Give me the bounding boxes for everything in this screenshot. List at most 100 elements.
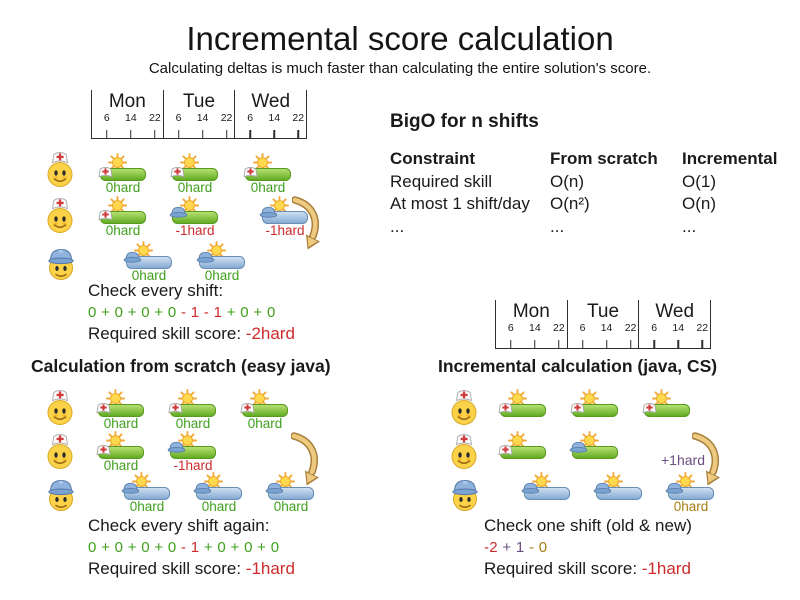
score-expression: 0 + 0 + 0 + 0 - 1 + 0 + 0 + 0 [88,539,368,556]
tick-mark [177,130,180,138]
hour-tick-label: 14 [600,322,613,334]
nurse-cap-icon [242,165,259,183]
shift-icon [498,431,550,474]
sun-icon [106,431,125,455]
shift-bar [126,256,172,269]
score-expression-segment: - 1 [181,539,200,556]
sun-icon [676,472,695,496]
score-expression-segment: 0 + 0 + 0 + 0 [88,539,182,556]
calendar-day-wed: Wed 6 14 22 [234,90,306,138]
table-row: At most 1 shift/day O(n²) O(n) [390,193,790,216]
hour-tick-label: 22 [624,322,637,334]
shift-score-label: 0hard [673,499,709,514]
shift-icon: -1hard [167,431,220,474]
calendar-day-mon: Mon 6 14 22 [91,90,163,138]
shift-icon [521,472,574,515]
score-line: Required skill score: -1hard [484,559,764,579]
check-heading: Check every shift: [88,281,224,300]
tick-mark [701,340,703,348]
shift-score-label: 0hard [247,416,283,431]
shift-score-label: 0hard [175,416,211,431]
nurse-face-icon [449,388,479,426]
sun-icon [132,472,151,496]
bigo-table: Constraint From scratch Incremental Requ… [390,148,790,238]
table-cell: At most 1 shift/day [390,194,530,213]
sun-icon [580,431,599,455]
check-heading: Check every shift again: [88,516,270,535]
builder-face-icon [46,474,76,512]
shift-bar [242,404,288,417]
tick-mark [154,130,156,138]
tick-mark [225,130,228,138]
score-check-top-left: Check every shift: 0 + 0 + 0 + 0 - 1 - 1… [88,281,368,344]
shift-bar [572,404,618,417]
nurse-cap-icon [239,401,256,419]
tick-mark [106,130,108,138]
shift-icon [498,389,550,432]
heading-incremental: Incremental calculation (java, CS) [438,356,718,376]
score-label: Required skill score: [484,559,642,578]
shift-bar [596,487,642,500]
sun-icon [270,196,289,220]
sun-icon [106,389,125,413]
shift-bar [572,446,618,459]
sun-icon [508,389,527,413]
hour-tick-label: 22 [149,112,161,124]
tick-mark [130,130,132,138]
nurse-face-icon [45,196,75,234]
helmet-icon [193,481,212,499]
sun-icon [204,472,223,496]
helmet-icon [123,250,142,268]
score-expression-segment: + 0 + 0 [222,304,276,321]
score-line: Required skill score: -2hard [88,324,368,344]
shift-icon: 0hard [121,472,174,515]
score-value: -2hard [245,324,295,343]
score-expression: -2 + 1 - 0 [484,539,764,556]
tick-mark [534,340,536,348]
table-cell: O(n) [550,171,584,191]
shift-bar [170,446,216,459]
page-subtitle: Calculating deltas is much faster than c… [148,60,652,77]
table-cell: ... [682,216,697,236]
hour-tick-label: 14 [196,112,209,124]
helmet-icon [569,440,588,458]
tick-mark [558,340,560,348]
day-label: Wed [251,91,291,112]
builder-face-icon [46,243,76,281]
nurse-cap-icon [167,401,184,419]
sun-icon [652,389,671,413]
shift-bar [268,487,314,500]
tick-mark [297,130,299,138]
shift-score-label: 0hard [201,499,237,514]
shift-score-label: 0hard [250,180,286,195]
hour-tick-label: 22 [220,112,233,124]
week-calendar-right: Mon 6 14 22 Tue 6 14 22 Wed 6 14 22 [495,300,711,349]
shift-icon [569,389,622,432]
sun-icon [253,153,272,177]
tick-mark [629,340,632,348]
helmet-icon [265,481,284,499]
page-title: Incremental score calculation [186,20,614,57]
table-cell: O(n²) [550,194,590,213]
nurse-face-icon [45,150,75,188]
shift-bar [199,256,245,269]
sun-icon [180,196,199,220]
helmet-icon [196,250,215,268]
nurse-cap-icon [97,165,114,183]
calendar-day-wed: Wed 6 14 22 [638,300,710,348]
shift-bar [500,404,546,417]
nurse-cap-icon [569,401,586,419]
shift-bar [170,404,216,417]
sun-icon [178,431,197,455]
tick-mark [605,340,608,348]
score-expression-segment: -2 [484,539,503,556]
shift-bar [100,211,146,224]
shift-icon: -1hard [169,196,222,239]
sun-icon [532,472,551,496]
helmet-icon [167,440,186,458]
sun-icon [108,196,127,220]
score-expression-segment: + 0 + 0 + 0 [199,539,280,556]
bigo-table-section: BigO for n shifts Constraint From scratc… [390,111,790,238]
table-cell: ... [550,216,565,236]
sun-icon [207,241,226,265]
